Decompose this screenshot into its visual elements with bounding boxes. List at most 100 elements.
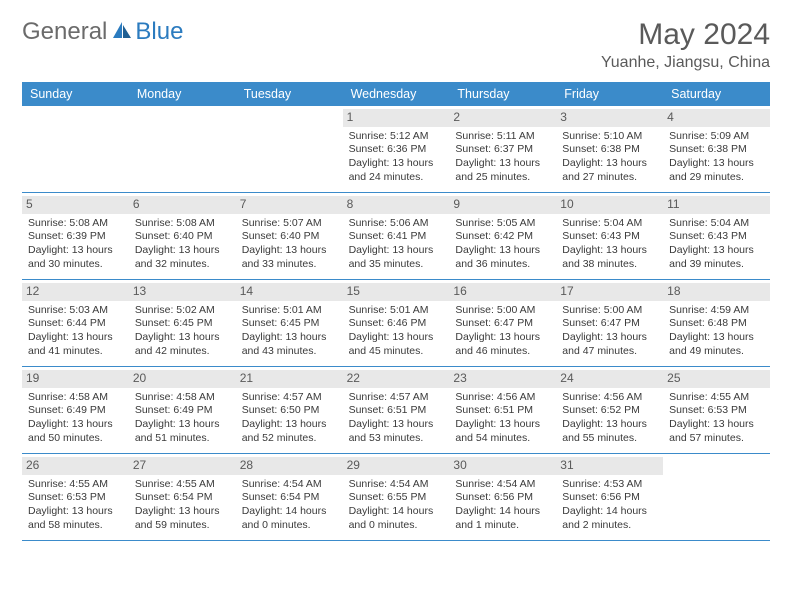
month-title: May 2024 bbox=[601, 18, 770, 52]
sunset-line: Sunset: 6:43 PM bbox=[669, 230, 764, 244]
weeks-container: 1Sunrise: 5:12 AMSunset: 6:36 PMDaylight… bbox=[22, 106, 770, 541]
sunset-line: Sunset: 6:45 PM bbox=[135, 317, 230, 331]
sunset-line: Sunset: 6:56 PM bbox=[562, 491, 657, 505]
sunset-line: Sunset: 6:55 PM bbox=[349, 491, 444, 505]
daylight-line: Daylight: 13 hours and 43 minutes. bbox=[242, 331, 337, 358]
sunrise-line: Sunrise: 5:09 AM bbox=[669, 130, 764, 144]
daylight-line: Daylight: 14 hours and 0 minutes. bbox=[242, 505, 337, 532]
daylight-line: Daylight: 13 hours and 55 minutes. bbox=[562, 418, 657, 445]
weekday-header: Monday bbox=[129, 82, 236, 106]
sunset-line: Sunset: 6:42 PM bbox=[455, 230, 550, 244]
day-cell: 7Sunrise: 5:07 AMSunset: 6:40 PMDaylight… bbox=[236, 193, 343, 279]
daylight-line: Daylight: 13 hours and 57 minutes. bbox=[669, 418, 764, 445]
daylight-line: Daylight: 13 hours and 24 minutes. bbox=[349, 157, 444, 184]
sunrise-line: Sunrise: 4:59 AM bbox=[669, 304, 764, 318]
sunset-line: Sunset: 6:49 PM bbox=[135, 404, 230, 418]
daylight-line: Daylight: 13 hours and 54 minutes. bbox=[455, 418, 550, 445]
daylight-line: Daylight: 13 hours and 36 minutes. bbox=[455, 244, 550, 271]
brand-part2: Blue bbox=[135, 18, 183, 46]
week-row: 5Sunrise: 5:08 AMSunset: 6:39 PMDaylight… bbox=[22, 193, 770, 280]
day-cell: 21Sunrise: 4:57 AMSunset: 6:50 PMDayligh… bbox=[236, 367, 343, 453]
sunset-line: Sunset: 6:51 PM bbox=[455, 404, 550, 418]
sunset-line: Sunset: 6:54 PM bbox=[135, 491, 230, 505]
sunrise-line: Sunrise: 5:03 AM bbox=[28, 304, 123, 318]
sunset-line: Sunset: 6:47 PM bbox=[455, 317, 550, 331]
day-cell: 27Sunrise: 4:55 AMSunset: 6:54 PMDayligh… bbox=[129, 454, 236, 540]
day-cell: 28Sunrise: 4:54 AMSunset: 6:54 PMDayligh… bbox=[236, 454, 343, 540]
day-number: 27 bbox=[129, 457, 236, 475]
sunrise-line: Sunrise: 5:02 AM bbox=[135, 304, 230, 318]
sunrise-line: Sunrise: 4:55 AM bbox=[669, 391, 764, 405]
brand-logo: General Blue bbox=[22, 18, 183, 46]
sunrise-line: Sunrise: 4:57 AM bbox=[242, 391, 337, 405]
sunset-line: Sunset: 6:40 PM bbox=[135, 230, 230, 244]
sunrise-line: Sunrise: 4:54 AM bbox=[242, 478, 337, 492]
title-block: May 2024 Yuanhe, Jiangsu, China bbox=[601, 18, 770, 72]
sunrise-line: Sunrise: 5:11 AM bbox=[455, 130, 550, 144]
day-cell: 29Sunrise: 4:54 AMSunset: 6:55 PMDayligh… bbox=[343, 454, 450, 540]
daylight-line: Daylight: 13 hours and 29 minutes. bbox=[669, 157, 764, 184]
sunset-line: Sunset: 6:56 PM bbox=[455, 491, 550, 505]
day-cell: 19Sunrise: 4:58 AMSunset: 6:49 PMDayligh… bbox=[22, 367, 129, 453]
day-number: 31 bbox=[556, 457, 663, 475]
sunrise-line: Sunrise: 4:55 AM bbox=[28, 478, 123, 492]
day-number: 3 bbox=[556, 109, 663, 127]
sunset-line: Sunset: 6:46 PM bbox=[349, 317, 444, 331]
day-number: 19 bbox=[22, 370, 129, 388]
sunrise-line: Sunrise: 5:10 AM bbox=[562, 130, 657, 144]
sunrise-line: Sunrise: 4:53 AM bbox=[562, 478, 657, 492]
sunset-line: Sunset: 6:37 PM bbox=[455, 143, 550, 157]
day-number: 5 bbox=[22, 196, 129, 214]
day-number: 14 bbox=[236, 283, 343, 301]
day-cell: 26Sunrise: 4:55 AMSunset: 6:53 PMDayligh… bbox=[22, 454, 129, 540]
sunrise-line: Sunrise: 5:12 AM bbox=[349, 130, 444, 144]
sunset-line: Sunset: 6:50 PM bbox=[242, 404, 337, 418]
daylight-line: Daylight: 13 hours and 42 minutes. bbox=[135, 331, 230, 358]
day-cell: 3Sunrise: 5:10 AMSunset: 6:38 PMDaylight… bbox=[556, 106, 663, 192]
day-number: 8 bbox=[343, 196, 450, 214]
weekday-header-row: Sunday Monday Tuesday Wednesday Thursday… bbox=[22, 82, 770, 106]
daylight-line: Daylight: 13 hours and 39 minutes. bbox=[669, 244, 764, 271]
weekday-header: Wednesday bbox=[343, 82, 450, 106]
sunrise-line: Sunrise: 4:54 AM bbox=[455, 478, 550, 492]
day-cell: 23Sunrise: 4:56 AMSunset: 6:51 PMDayligh… bbox=[449, 367, 556, 453]
day-number: 13 bbox=[129, 283, 236, 301]
daylight-line: Daylight: 13 hours and 59 minutes. bbox=[135, 505, 230, 532]
sunrise-line: Sunrise: 5:00 AM bbox=[562, 304, 657, 318]
day-cell: 15Sunrise: 5:01 AMSunset: 6:46 PMDayligh… bbox=[343, 280, 450, 366]
daylight-line: Daylight: 13 hours and 27 minutes. bbox=[562, 157, 657, 184]
day-number: 6 bbox=[129, 196, 236, 214]
location-subtitle: Yuanhe, Jiangsu, China bbox=[601, 54, 770, 72]
sunrise-line: Sunrise: 4:57 AM bbox=[349, 391, 444, 405]
day-cell: 24Sunrise: 4:56 AMSunset: 6:52 PMDayligh… bbox=[556, 367, 663, 453]
daylight-line: Daylight: 13 hours and 58 minutes. bbox=[28, 505, 123, 532]
brand-part1: General bbox=[22, 18, 107, 46]
daylight-line: Daylight: 14 hours and 0 minutes. bbox=[349, 505, 444, 532]
sunset-line: Sunset: 6:53 PM bbox=[669, 404, 764, 418]
sunrise-line: Sunrise: 5:04 AM bbox=[562, 217, 657, 231]
calendar-page: General Blue May 2024 Yuanhe, Jiangsu, C… bbox=[0, 0, 792, 559]
day-cell: 11Sunrise: 5:04 AMSunset: 6:43 PMDayligh… bbox=[663, 193, 770, 279]
day-cell: 10Sunrise: 5:04 AMSunset: 6:43 PMDayligh… bbox=[556, 193, 663, 279]
sunset-line: Sunset: 6:41 PM bbox=[349, 230, 444, 244]
day-number: 12 bbox=[22, 283, 129, 301]
sunset-line: Sunset: 6:40 PM bbox=[242, 230, 337, 244]
day-cell: 31Sunrise: 4:53 AMSunset: 6:56 PMDayligh… bbox=[556, 454, 663, 540]
sunset-line: Sunset: 6:53 PM bbox=[28, 491, 123, 505]
week-row: 26Sunrise: 4:55 AMSunset: 6:53 PMDayligh… bbox=[22, 454, 770, 541]
day-number: 24 bbox=[556, 370, 663, 388]
day-number: 10 bbox=[556, 196, 663, 214]
day-cell: 1Sunrise: 5:12 AMSunset: 6:36 PMDaylight… bbox=[343, 106, 450, 192]
day-number: 29 bbox=[343, 457, 450, 475]
daylight-line: Daylight: 13 hours and 38 minutes. bbox=[562, 244, 657, 271]
day-number: 17 bbox=[556, 283, 663, 301]
day-cell: 4Sunrise: 5:09 AMSunset: 6:38 PMDaylight… bbox=[663, 106, 770, 192]
week-row: 1Sunrise: 5:12 AMSunset: 6:36 PMDaylight… bbox=[22, 106, 770, 193]
day-cell: 18Sunrise: 4:59 AMSunset: 6:48 PMDayligh… bbox=[663, 280, 770, 366]
day-cell bbox=[129, 106, 236, 192]
sunrise-line: Sunrise: 5:00 AM bbox=[455, 304, 550, 318]
week-row: 19Sunrise: 4:58 AMSunset: 6:49 PMDayligh… bbox=[22, 367, 770, 454]
weekday-header: Saturday bbox=[663, 82, 770, 106]
sail-icon bbox=[111, 20, 133, 45]
daylight-line: Daylight: 13 hours and 47 minutes. bbox=[562, 331, 657, 358]
